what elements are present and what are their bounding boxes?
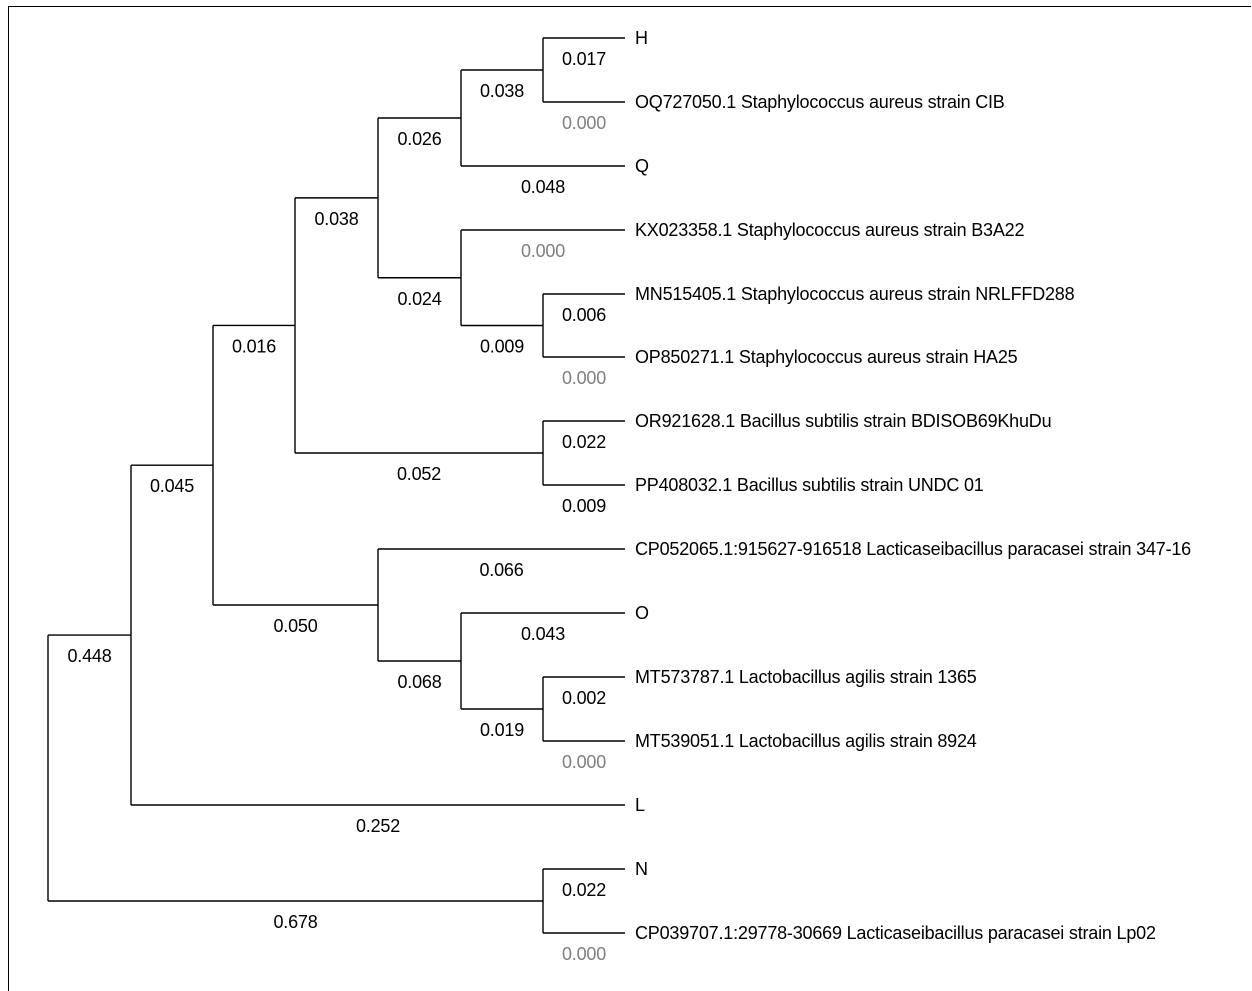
branch-length-N: 0.022 <box>562 880 606 900</box>
branch-length-clade_KX_MN_OP: 0.024 <box>397 289 441 309</box>
branch-length-CP039707: 0.000 <box>562 944 606 964</box>
branch-length-CP052065: 0.066 <box>479 560 523 580</box>
leaf-label-l: L <box>635 795 645 815</box>
branch-length-clade_H_OQ: 0.038 <box>480 81 524 101</box>
leaf-label-or921628: OR921628.1 Bacillus subtilis strain BDIS… <box>635 411 1051 431</box>
branch-length-clade_bacillus: 0.052 <box>397 464 441 484</box>
leaf-label-mt573787: MT573787.1 Lactobacillus agilis strain 1… <box>635 667 977 687</box>
branch-length-OR921628: 0.022 <box>562 432 606 452</box>
leaf-label-h: H <box>635 28 648 48</box>
tree-frame <box>8 6 1251 991</box>
branch-length-clade_main: 0.045 <box>150 476 194 496</box>
leaf-label-q: Q <box>635 156 649 176</box>
leaf-label-n: N <box>635 859 648 879</box>
leaf-label-cp039707: CP039707.1:29778-30669 Lacticaseibacillu… <box>635 923 1156 943</box>
branch-length-OP850271: 0.000 <box>562 368 606 388</box>
branch-length-clade_MN_OP: 0.009 <box>480 337 524 357</box>
branch-length-clade_agilis: 0.019 <box>480 720 524 740</box>
branch-length-KX023358: 0.000 <box>521 241 565 261</box>
leaf-label-o: O <box>635 603 649 623</box>
leaf-label-oq727050: OQ727050.1 Staphylococcus aureus strain … <box>635 92 1005 112</box>
branch-length-clade_staph: 0.038 <box>314 209 358 229</box>
branch-length-PP408032: 0.009 <box>562 496 606 516</box>
branch-length-clade_lacto: 0.050 <box>273 616 317 636</box>
branch-length-OQ727050: 0.000 <box>562 113 606 133</box>
branch-length-Q: 0.048 <box>521 177 565 197</box>
branch-length-clade_O_agilis: 0.068 <box>397 672 441 692</box>
branch-length-clade_main_L: 0.448 <box>67 646 111 666</box>
branch-length-MT573787: 0.002 <box>562 688 606 708</box>
branch-length-clade_staph_bacillus: 0.016 <box>232 336 276 356</box>
branch-length-L: 0.252 <box>356 816 400 836</box>
leaf-label-cp052065: CP052065.1:915627-916518 Lacticaseibacil… <box>635 539 1191 559</box>
branch-length-clade_N_CP: 0.678 <box>273 912 317 932</box>
leaf-label-op850271: OP850271.1 Staphylococcus aureus strain … <box>635 347 1018 367</box>
leaf-label-kx023358: KX023358.1 Staphylococcus aureus strain … <box>635 220 1024 240</box>
branch-length-O: 0.043 <box>521 624 565 644</box>
branch-length-MN515405: 0.006 <box>562 305 606 325</box>
branch-length-MT539051: 0.000 <box>562 752 606 772</box>
leaf-label-mt539051: MT539051.1 Lactobacillus agilis strain 8… <box>635 731 977 751</box>
leaf-label-pp408032: PP408032.1 Bacillus subtilis strain UNDC… <box>635 475 984 495</box>
branch-length-H: 0.017 <box>562 49 606 69</box>
leaf-label-mn515405: MN515405.1 Staphylococcus aureus strain … <box>635 284 1075 304</box>
branch-length-clade_H_OQ_Q: 0.026 <box>397 129 441 149</box>
